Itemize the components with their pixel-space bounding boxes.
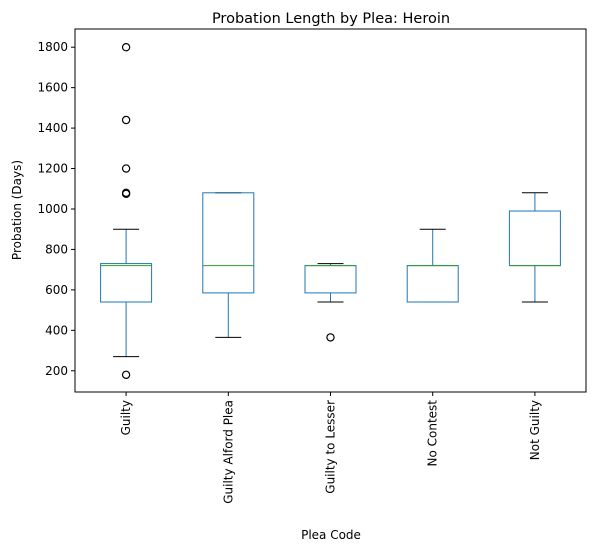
x-tick-label: No Contest: [426, 400, 440, 467]
box-group: [304, 263, 357, 342]
x-tick-label: Guilty: [119, 400, 133, 435]
chart-title: Probation Length by Plea: Heroin: [212, 11, 450, 27]
y-tick-label: 400: [45, 323, 68, 337]
outlier-point: [121, 188, 131, 198]
outlier-point: [121, 370, 131, 380]
iqr-box: [508, 210, 561, 267]
y-tick-label: 600: [45, 283, 68, 297]
plot-frame: [74, 28, 587, 393]
y-tick-label: 1600: [37, 81, 68, 95]
y-tick-label: 1000: [37, 202, 68, 216]
iqr-box: [406, 265, 459, 303]
iqr-box: [100, 263, 153, 303]
box-group: [406, 228, 459, 303]
y-tick-label: 200: [45, 364, 68, 378]
y-tick-label: 1200: [37, 162, 68, 176]
box-group: [100, 43, 153, 380]
y-tick-label: 1800: [37, 40, 68, 54]
x-tick-label: Guilty Alford Plea: [221, 400, 235, 504]
y-tick-label: 800: [45, 242, 68, 256]
x-tick-label: Not Guilty: [528, 400, 542, 460]
x-axis: Guilty Guilty Alford Plea Guilty to Lesser…: [119, 392, 542, 504]
y-axis-label: Probation (Days): [10, 160, 24, 260]
x-axis-label: Plea Code: [301, 528, 361, 542]
outlier-point: [121, 43, 131, 52]
y-axis: 200 400 600 800 1000 1200 1400 1600 1800: [37, 40, 75, 378]
y-tick-label: 1400: [37, 121, 68, 135]
outlier-point: [326, 333, 335, 342]
outlier-point: [121, 164, 131, 173]
box-group: [508, 192, 561, 303]
box-group: [202, 192, 255, 338]
plot-content: [100, 43, 561, 380]
x-tick-label: Guilty to Lesser: [324, 400, 338, 494]
iqr-box: [202, 192, 255, 294]
iqr-box: [304, 265, 357, 294]
outlier-point: [121, 115, 131, 125]
